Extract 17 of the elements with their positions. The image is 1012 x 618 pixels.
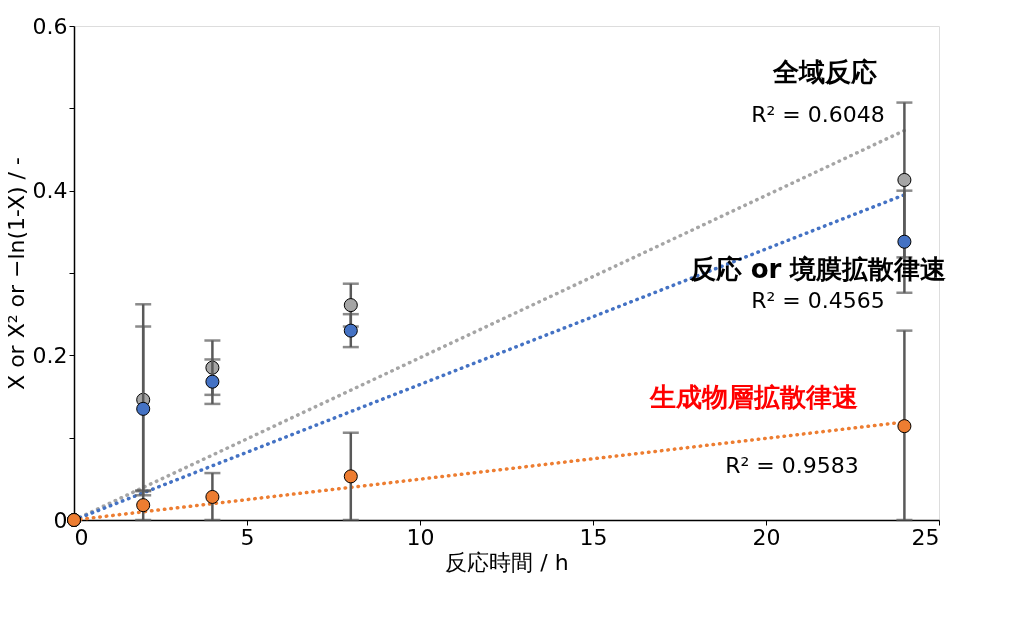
x-tick-label: 5 <box>240 524 255 550</box>
x-tick-label: 25 <box>911 524 940 550</box>
annotation: 生成物層拡散律速 <box>649 382 858 412</box>
annotation: R² = 0.6048 <box>751 102 885 127</box>
y-tick-label: 0.2 <box>32 342 68 368</box>
y-tick-label: 0.4 <box>32 178 68 204</box>
x-tick-label: 0 <box>74 524 89 550</box>
x-tick-label: 20 <box>752 524 781 550</box>
annotation: R² = 0.4565 <box>751 288 885 313</box>
y-tick-label: 0 <box>53 507 68 533</box>
x-axis-title: 反応時間 / h <box>445 549 569 575</box>
annotation: 全域反応 <box>772 57 877 87</box>
annotation: R² = 0.9583 <box>725 453 859 478</box>
x-tick-label: 10 <box>406 524 435 550</box>
y-axis-title: X or X² or −ln(1-X) / - <box>3 157 29 390</box>
y-tick-label: 0.6 <box>32 13 68 39</box>
x-tick-label: 15 <box>579 524 608 550</box>
